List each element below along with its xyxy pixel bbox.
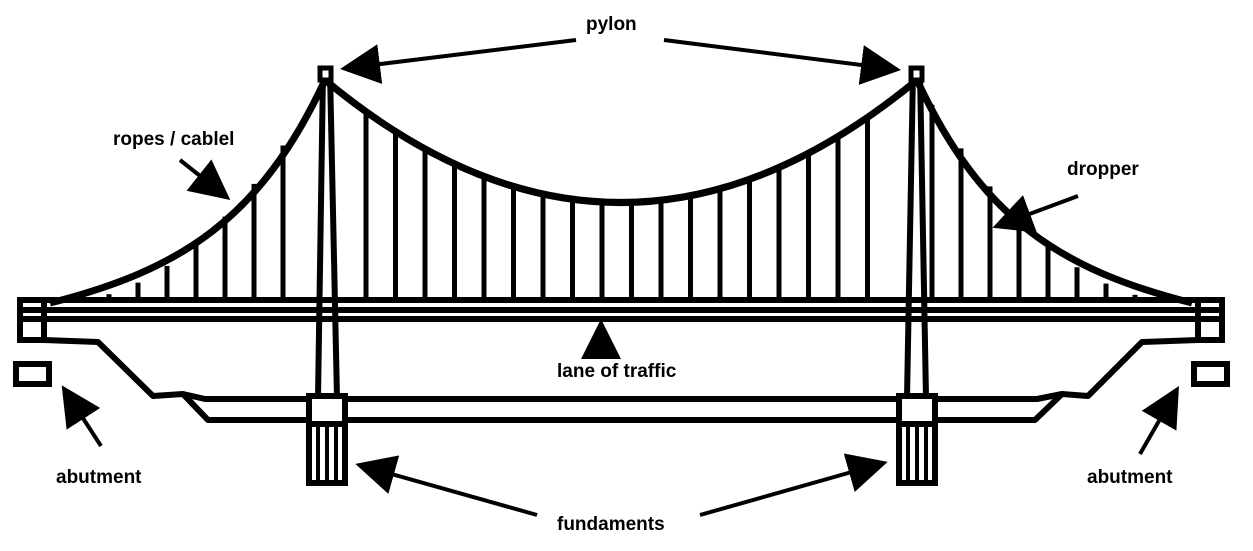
underside-lower-line [180,391,1065,423]
label-lane: lane of traffic [557,361,677,382]
label-dropper: dropper [1067,159,1139,180]
pylon-left [315,65,340,399]
label-abutment-right: abutment [1087,467,1173,488]
fundaments [306,393,938,486]
label-pylon: pylon [586,14,637,35]
deck-top-beam [17,297,1225,313]
labels: pylon ropes / cablel dropper lane of tra… [56,14,1173,535]
arrow-abutment-left [61,385,103,448]
deck-left-end [17,297,47,343]
cable-main-span [322,77,920,206]
annotation-arrows [61,38,1179,517]
pylons [315,65,929,399]
underside-upper-line [43,337,1199,402]
abutment-right [1191,361,1230,387]
label-fundaments: fundaments [557,514,665,535]
abutments [13,361,1230,387]
arrow-pylon-left [340,38,577,84]
pylon-right [904,65,929,399]
fundament-right [896,393,938,486]
label-ropes: ropes / cablel [113,129,234,150]
arrow-fundament-left [355,455,538,517]
arrow-abutment-right [1138,386,1179,455]
deck-right-end [1195,297,1225,343]
abutment-left [13,361,52,387]
cable-right-span [913,78,1193,307]
arrow-dropper [992,194,1079,233]
arrow-pylon-right [663,38,901,85]
underside-structure [43,337,1199,423]
label-abutment-left: abutment [56,467,142,488]
cable-left-span [49,78,329,307]
arrow-ropes [178,158,231,200]
arrow-fundament-right [699,453,888,517]
fundament-left [306,393,348,486]
deck [17,297,1225,343]
